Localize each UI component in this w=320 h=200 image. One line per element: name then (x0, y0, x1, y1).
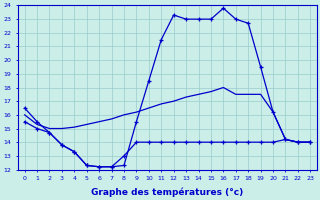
X-axis label: Graphe des températures (°c): Graphe des températures (°c) (91, 187, 244, 197)
